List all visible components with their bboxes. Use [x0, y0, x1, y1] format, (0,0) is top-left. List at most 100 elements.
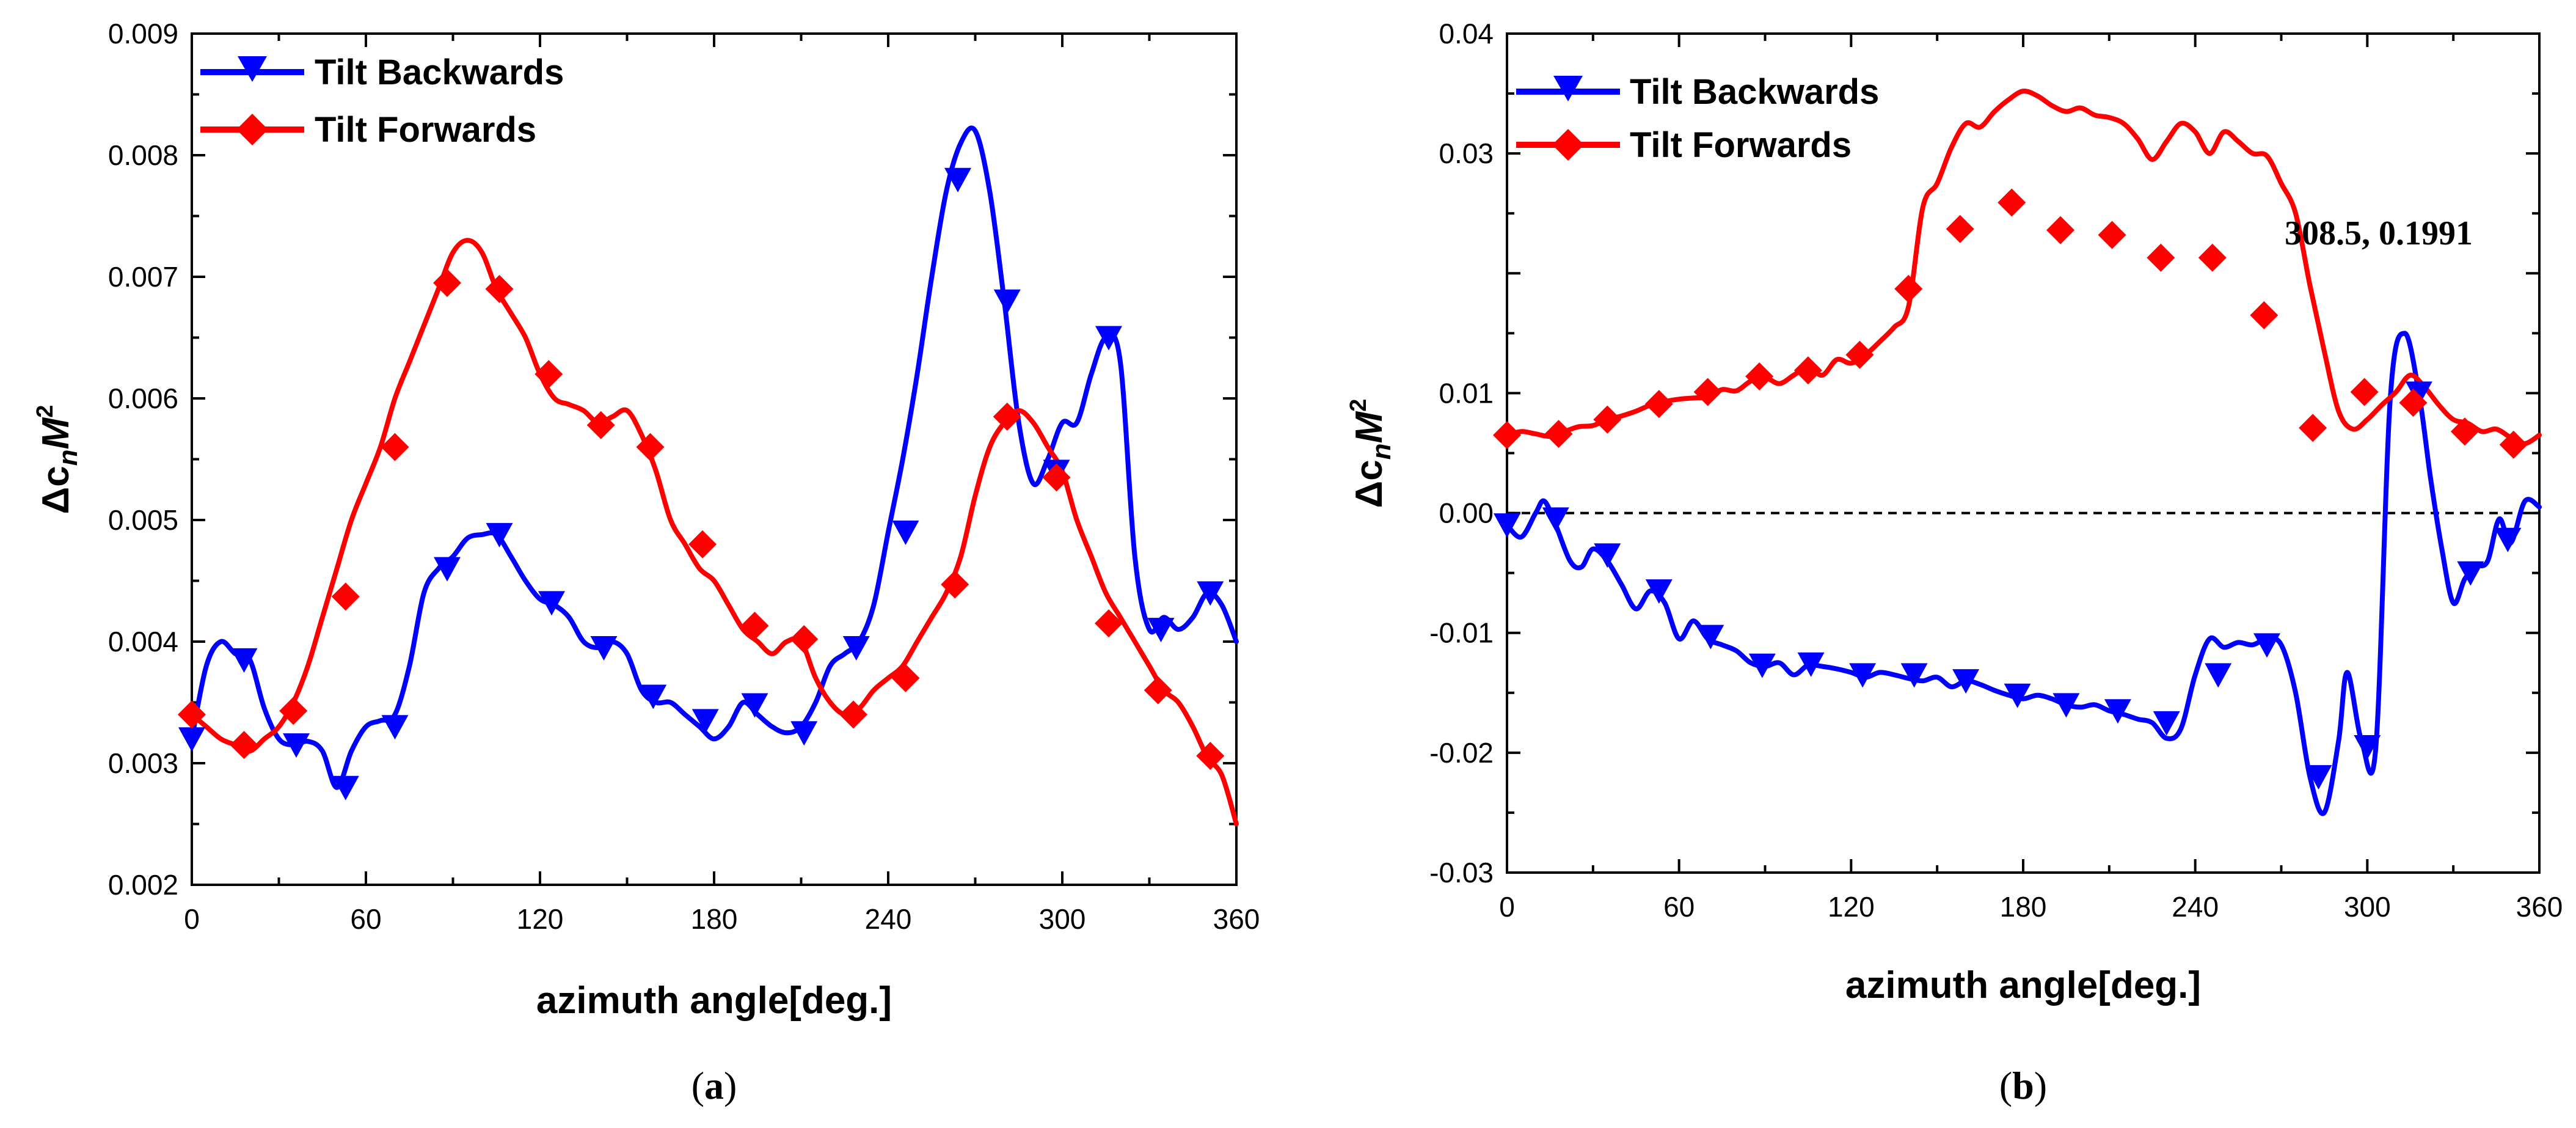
data-point-tilt-forwards [331, 582, 360, 611]
legend-marker-tilt-forwards [1552, 129, 1584, 161]
legend: Tilt Backwards Tilt Forwards [1516, 72, 1879, 165]
data-point-tilt-backwards [640, 684, 667, 709]
x-tick-label: 360 [1213, 903, 1260, 935]
data-point-tilt-forwards [790, 625, 819, 654]
x-tick-label: 0 [184, 903, 200, 935]
data-point-tilt-backwards [538, 591, 565, 616]
data-point-tilt-forwards [636, 433, 665, 461]
y-tick-label: 0.002 [108, 869, 178, 901]
x-tick-label: 240 [865, 903, 912, 935]
data-point-tilt-backwards [842, 635, 870, 661]
y-tick-label: 0.006 [108, 383, 178, 414]
chart-panel-b: 0 60 120 180 240 300 360 -0.03 -0.02 -0.01 0.00 0.… [1346, 18, 2563, 1107]
y-tick-label: 0.00 [1439, 497, 1494, 529]
x-axis-title: azimuth angle[deg.] [536, 980, 892, 1022]
series-markers [178, 167, 1225, 800]
data-point-tilt-backwards [1494, 513, 1520, 538]
data-point-tilt-forwards [1644, 390, 1673, 419]
data-point-tilt-forwards [178, 700, 206, 729]
data-point-tilt-backwards [486, 522, 513, 548]
legend-label-tilt-forwards: Tilt Forwards [315, 110, 536, 150]
data-point-tilt-backwards [1197, 581, 1224, 606]
data-point-tilt-forwards [2250, 301, 2279, 329]
legend-label-tilt-backwards: Tilt Backwards [315, 53, 564, 92]
caption-a: (a) [691, 1064, 737, 1107]
data-point-tilt-backwards [2104, 699, 2131, 724]
data-point-tilt-backwards [1095, 326, 1122, 351]
data-point-tilt-forwards [2450, 417, 2479, 446]
x-ticks: 0 60 120 180 240 300 360 [1499, 34, 2563, 923]
data-point-tilt-backwards [381, 715, 409, 740]
data-point-tilt-forwards [2046, 216, 2075, 244]
y-axis-title: ΔcnM2 [32, 405, 83, 515]
data-point-tilt-backwards [1645, 579, 1673, 604]
data-point-tilt-backwards [2205, 663, 2232, 688]
data-point-tilt-forwards [1845, 340, 1874, 369]
data-point-tilt-backwards [283, 733, 310, 758]
data-point-tilt-forwards [2499, 430, 2528, 459]
data-point-tilt-backwards [2305, 765, 2332, 790]
x-tick-label: 240 [2172, 891, 2219, 923]
x-tick-label: 120 [1828, 891, 1875, 923]
data-point-tilt-forwards [688, 530, 717, 559]
data-point-tilt-forwards [2147, 243, 2175, 272]
y-tick-label: 0.01 [1439, 377, 1494, 409]
data-point-tilt-backwards [892, 520, 919, 545]
data-point-tilt-forwards [381, 433, 409, 461]
data-point-tilt-forwards [740, 612, 769, 640]
data-point-tilt-backwards [434, 557, 461, 582]
x-tick-label: 180 [2000, 891, 2047, 923]
data-point-tilt-backwards [1797, 652, 1825, 677]
y-tick-label: 0.008 [108, 139, 178, 171]
y-tick-label: 0.005 [108, 504, 178, 536]
data-point-tilt-forwards [586, 411, 615, 439]
x-tick-label: 60 [350, 903, 381, 935]
data-point-tilt-backwards [2253, 633, 2281, 658]
data-point-tilt-backwards [2153, 711, 2180, 736]
data-point-tilt-backwards [2004, 683, 2031, 708]
legend-label-tilt-forwards: Tilt Forwards [1630, 125, 1852, 165]
x-tick-label: 300 [1039, 903, 1086, 935]
data-point-tilt-backwards [2405, 381, 2432, 406]
x-tick-label: 120 [517, 903, 564, 935]
data-point-tilt-forwards [1196, 742, 1225, 771]
data-point-tilt-forwards [1793, 356, 1822, 385]
series-line-tilt-backwards [1505, 331, 2542, 816]
y-tick-label: -0.01 [1429, 617, 1494, 649]
data-point-tilt-backwards [1952, 669, 1980, 694]
data-point-tilt-forwards [1745, 362, 1774, 390]
y-tick-label: 0.009 [108, 18, 178, 49]
data-point-tilt-forwards [1042, 463, 1071, 492]
series-lines [1505, 89, 2542, 816]
data-point-tilt-forwards [941, 570, 969, 599]
y-ticks: 0.002 0.003 0.004 0.005 0.006 0.007 0.008 0.009 [108, 18, 1236, 901]
data-point-tilt-backwards [1748, 653, 1776, 678]
data-point-tilt-forwards [993, 402, 1021, 431]
y-tick-label: 0.004 [108, 626, 178, 657]
series-line-tilt-forwards [1505, 89, 2542, 446]
y-ticks: -0.03 -0.02 -0.01 0.00 0.01 0.03 0.04 [1429, 18, 2539, 888]
legend: Tilt Backwards Tilt Forwards [200, 53, 564, 150]
data-point-tilt-forwards [2098, 221, 2126, 249]
y-axis-title: ΔcnM2 [1346, 399, 1396, 508]
data-point-tilt-forwards [1998, 188, 2026, 217]
data-point-tilt-forwards [2399, 389, 2428, 417]
data-point-tilt-forwards [891, 664, 920, 692]
chart-panel-a: 0 60 120 180 240 300 360 0.0020.0030.0040.0050… [32, 18, 1260, 1107]
data-point-tilt-forwards [839, 700, 867, 729]
data-point-tilt-backwards [2457, 561, 2484, 586]
y-tick-label: 0.04 [1439, 18, 1494, 49]
data-point-tilt-backwards [1849, 663, 1877, 688]
data-point-tilt-backwards [1900, 663, 1928, 688]
data-point-tilt-forwards [1095, 609, 1123, 638]
x-tick-label: 360 [2516, 891, 2563, 923]
data-point-tilt-forwards [2198, 243, 2227, 272]
data-point-tilt-forwards [433, 268, 461, 297]
legend-marker-tilt-forwards [236, 114, 268, 145]
x-tick-label: 60 [1663, 891, 1695, 923]
legend-label-tilt-backwards: Tilt Backwards [1630, 72, 1879, 112]
data-point-tilt-forwards [230, 731, 258, 760]
series-line-tilt-backwards [189, 125, 1239, 790]
data-point-tilt-backwards [691, 709, 719, 734]
